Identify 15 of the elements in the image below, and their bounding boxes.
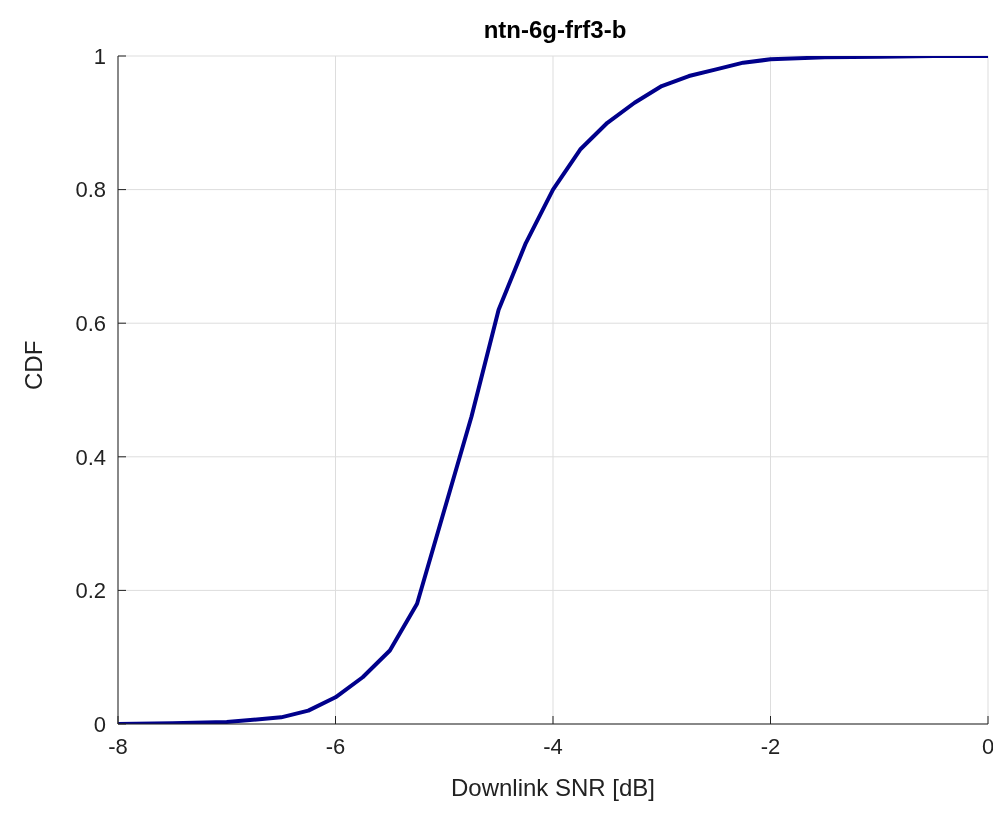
x-tick-label: -6 xyxy=(325,733,346,759)
x-axis-title: Downlink SNR [dB] xyxy=(450,774,656,801)
x-tick-label: 0 xyxy=(981,733,995,759)
y-tick-label: 0.6 xyxy=(75,311,106,337)
x-tick-label: -2 xyxy=(760,733,781,759)
y-tick-label: 0.4 xyxy=(75,444,106,470)
y-axis-title: CDF xyxy=(19,340,47,390)
x-tick-label: -4 xyxy=(543,733,563,759)
y-tick-label: 1 xyxy=(93,43,106,69)
line-series xyxy=(118,56,988,724)
x-tick-label: -8 xyxy=(108,733,128,759)
chart-title: ntn-6g-frf3-b xyxy=(482,16,628,44)
y-tick-label: 0.8 xyxy=(75,177,106,203)
y-tick-label: 0.2 xyxy=(75,578,106,604)
y-tick-label: 0 xyxy=(93,711,106,737)
